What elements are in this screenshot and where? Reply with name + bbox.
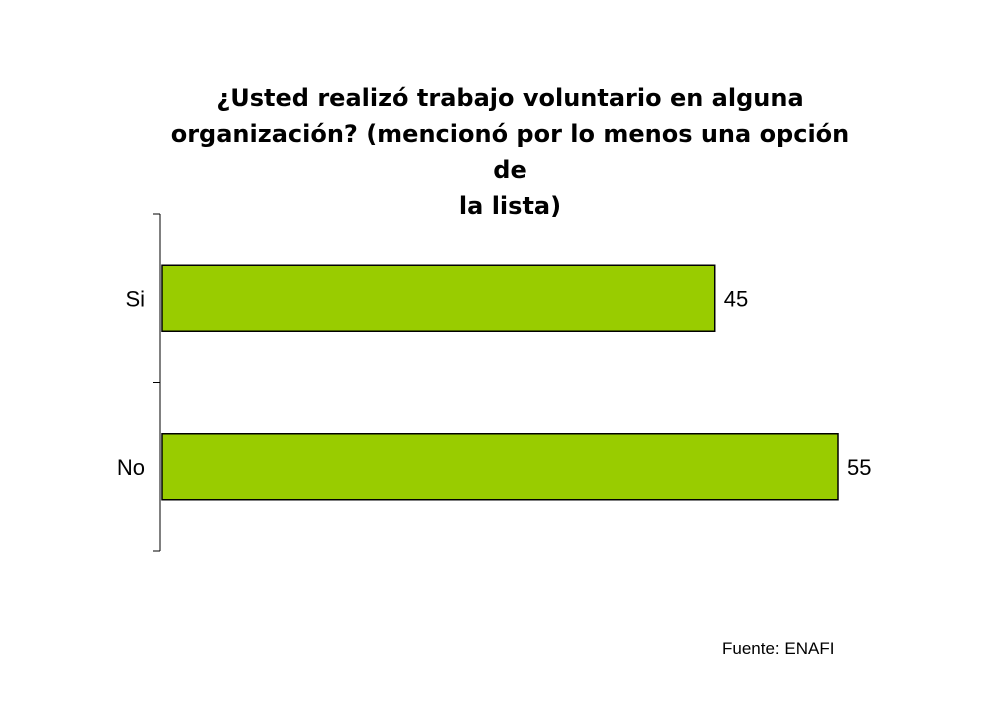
bar-si — [161, 264, 716, 332]
bar-no — [161, 433, 839, 501]
chart-title-line-1: ¿Usted realizó trabajo voluntario en alg… — [216, 84, 804, 112]
chart-title-line-2: organización? (mencionó por lo menos una… — [170, 120, 850, 184]
source-note: Fuente: ENAFI — [722, 639, 835, 658]
data-label-si: 45 — [724, 286, 748, 311]
category-label-si: Si — [125, 286, 145, 311]
chart-title: ¿Usted realizó trabajo voluntario en alg… — [150, 80, 870, 224]
chart-title-line-3: la lista) — [458, 192, 562, 220]
data-label-no: 55 — [847, 455, 871, 480]
category-label-no: No — [117, 455, 145, 480]
